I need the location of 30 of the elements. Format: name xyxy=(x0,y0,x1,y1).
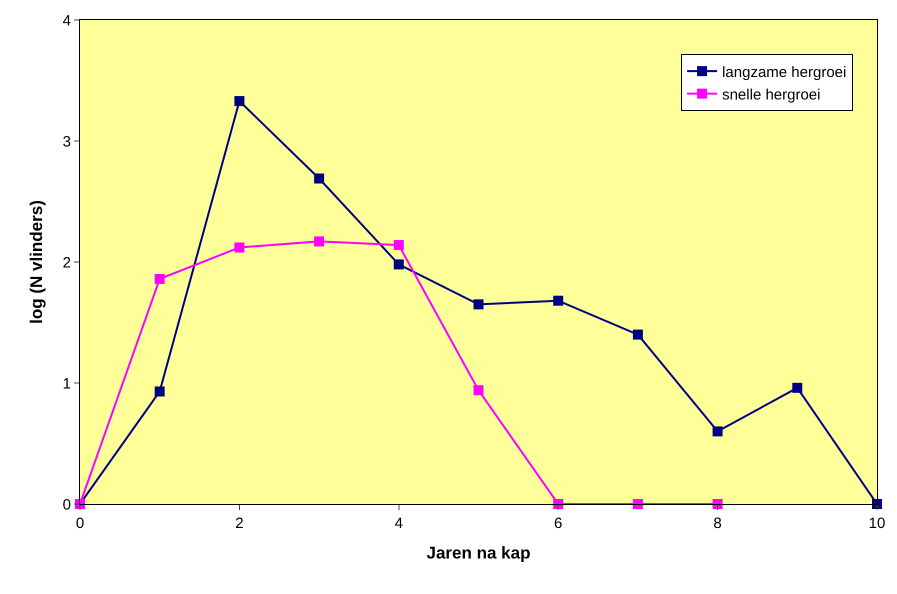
point xyxy=(553,296,564,306)
y-tick-label: 2 xyxy=(62,254,71,272)
legend-label: snelle hergroei xyxy=(722,86,820,104)
point xyxy=(154,274,165,284)
legend-label: langzame hergroei xyxy=(722,64,846,81)
x-tick-label: 4 xyxy=(394,515,403,532)
point xyxy=(314,174,324,184)
y-tick-label: 0 xyxy=(62,496,71,514)
x-axis-title: Jaren na kap xyxy=(426,543,530,562)
point xyxy=(394,240,404,250)
y-tick-label: 1 xyxy=(62,375,71,392)
x-tick-label: 2 xyxy=(235,515,244,532)
x-tick-label: 6 xyxy=(554,515,562,532)
point xyxy=(712,426,723,436)
y-axis-title: log (N vlinders) xyxy=(27,200,46,324)
x-tick-label: 0 xyxy=(76,515,84,532)
point xyxy=(234,96,244,106)
point xyxy=(474,385,484,396)
point xyxy=(234,242,244,252)
x-tick-label: 8 xyxy=(713,515,722,532)
y-tick-label: 3 xyxy=(62,133,71,150)
point xyxy=(314,236,324,246)
x-tick-label: 10 xyxy=(868,515,886,532)
point xyxy=(394,259,404,270)
point xyxy=(154,386,165,396)
point xyxy=(792,382,802,393)
point xyxy=(632,499,643,509)
y-tick-label: 4 xyxy=(62,12,71,30)
point xyxy=(474,299,484,310)
point xyxy=(632,330,643,340)
